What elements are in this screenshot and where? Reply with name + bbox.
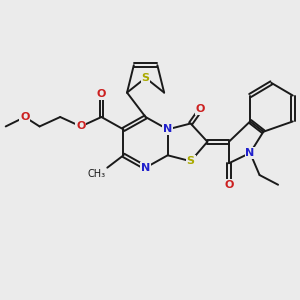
Text: S: S (142, 73, 150, 83)
Text: N: N (141, 163, 150, 173)
Text: N: N (245, 148, 255, 158)
Text: O: O (196, 104, 205, 114)
Text: O: O (224, 180, 234, 190)
Text: S: S (187, 156, 195, 166)
Text: O: O (76, 122, 86, 131)
Text: O: O (97, 89, 106, 99)
Text: N: N (163, 124, 172, 134)
Text: CH₃: CH₃ (88, 169, 106, 179)
Text: O: O (20, 112, 29, 122)
